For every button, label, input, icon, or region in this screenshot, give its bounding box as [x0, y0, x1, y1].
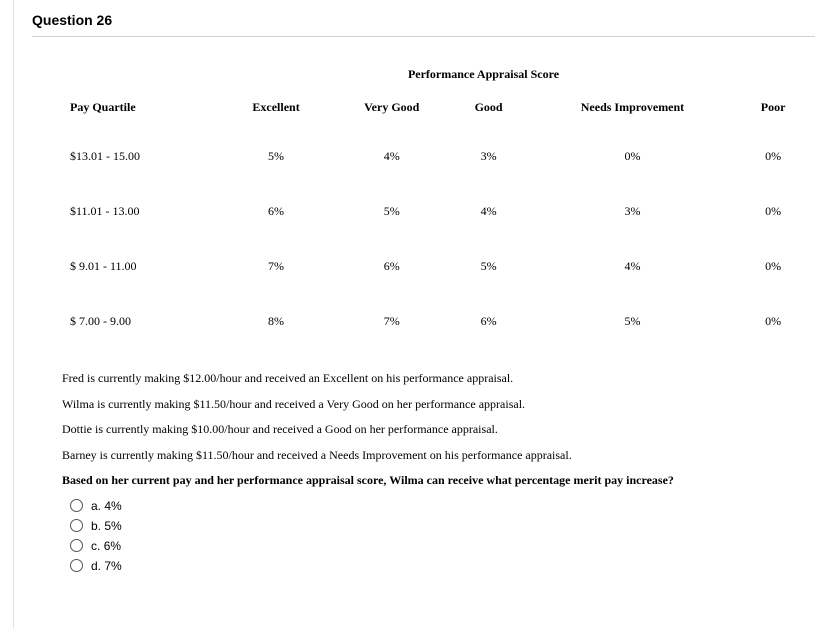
col-header-poor: Poor — [741, 94, 805, 143]
radio-icon[interactable] — [70, 519, 83, 532]
merit-table: Pay Quartile Excellent Very Good Good Ne… — [62, 94, 805, 363]
cell-value: 7% — [222, 253, 330, 308]
cell-value: 4% — [330, 143, 453, 198]
cell-quartile: $11.01 - 13.00 — [62, 198, 222, 253]
col-header-verygood: Very Good — [330, 94, 453, 143]
cell-value: 5% — [330, 198, 453, 253]
cell-value: 5% — [453, 253, 523, 308]
table-header-row: Pay Quartile Excellent Very Good Good Ne… — [62, 94, 805, 143]
option-label: b. 5% — [91, 519, 122, 533]
table-row: $ 9.01 - 11.00 7% 6% 5% 4% 0% — [62, 253, 805, 308]
narrative-line: Wilma is currently making $11.50/hour an… — [62, 397, 815, 413]
cell-value: 3% — [453, 143, 523, 198]
table-row: $11.01 - 13.00 6% 5% 4% 3% 0% — [62, 198, 805, 253]
cell-value: 0% — [741, 253, 805, 308]
cell-value: 6% — [222, 198, 330, 253]
cell-value: 3% — [524, 198, 742, 253]
table-container: Performance Appraisal Score Pay Quartile… — [32, 67, 815, 363]
cell-quartile: $13.01 - 15.00 — [62, 143, 222, 198]
content-area: Question 26 Performance Appraisal Score … — [14, 0, 833, 589]
col-header-good: Good — [453, 94, 523, 143]
cell-value: 8% — [222, 308, 330, 363]
col-header-needs: Needs Improvement — [524, 94, 742, 143]
cell-value: 4% — [524, 253, 742, 308]
narrative-line: Dottie is currently making $10.00/hour a… — [62, 422, 815, 438]
table-row: $ 7.00 - 9.00 8% 7% 6% 5% 0% — [62, 308, 805, 363]
cell-value: 4% — [453, 198, 523, 253]
option-c[interactable]: c. 6% — [70, 539, 815, 553]
cell-value: 5% — [524, 308, 742, 363]
narrative-line: Fred is currently making $12.00/hour and… — [62, 371, 815, 387]
option-label: d. 7% — [91, 559, 122, 573]
table-super-header: Performance Appraisal Score — [62, 67, 805, 82]
radio-icon[interactable] — [70, 539, 83, 552]
question-header: Question 26 — [32, 12, 815, 37]
options-group: a. 4% b. 5% c. 6% d. 7% — [62, 499, 815, 573]
cell-value: 0% — [741, 143, 805, 198]
col-header-excellent: Excellent — [222, 94, 330, 143]
cell-value: 5% — [222, 143, 330, 198]
cell-value: 6% — [330, 253, 453, 308]
radio-icon[interactable] — [70, 559, 83, 572]
cell-value: 0% — [524, 143, 742, 198]
cell-quartile: $ 9.01 - 11.00 — [62, 253, 222, 308]
radio-icon[interactable] — [70, 499, 83, 512]
option-b[interactable]: b. 5% — [70, 519, 815, 533]
cell-value: 0% — [741, 198, 805, 253]
left-margin-bar — [0, 0, 14, 629]
option-label: c. 6% — [91, 539, 121, 553]
cell-value: 0% — [741, 308, 805, 363]
narrative-line: Barney is currently making $11.50/hour a… — [62, 448, 815, 464]
col-header-quartile: Pay Quartile — [62, 94, 222, 143]
option-a[interactable]: a. 4% — [70, 499, 815, 513]
narrative-block: Fred is currently making $12.00/hour and… — [32, 371, 815, 573]
table-row: $13.01 - 15.00 5% 4% 3% 0% 0% — [62, 143, 805, 198]
cell-value: 6% — [453, 308, 523, 363]
cell-value: 7% — [330, 308, 453, 363]
option-label: a. 4% — [91, 499, 122, 513]
question-text: Based on her current pay and her perform… — [62, 473, 815, 489]
option-d[interactable]: d. 7% — [70, 559, 815, 573]
cell-quartile: $ 7.00 - 9.00 — [62, 308, 222, 363]
